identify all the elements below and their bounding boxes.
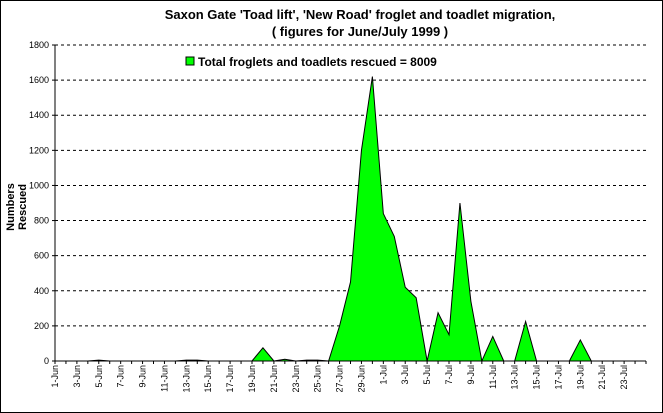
y-tick-label: 1600 — [29, 75, 49, 85]
x-tick-label: 21-Jun — [269, 365, 279, 393]
x-tick-label: 5-Jun — [94, 365, 104, 388]
y-tick-label: 200 — [34, 321, 49, 331]
x-tick-label: 1-Jul — [378, 365, 388, 385]
x-tick-label: 3-Jul — [400, 365, 410, 385]
x-tick-label: 27-Jun — [335, 365, 345, 393]
series-area-fill — [55, 76, 636, 363]
legend-label: Total froglets and toadlets rescued = 80… — [198, 55, 437, 69]
x-tick-label: 19-Jun — [247, 365, 257, 393]
x-tick-label: 15-Jun — [203, 365, 213, 393]
y-tick-label: 1200 — [29, 145, 49, 155]
x-tick-label: 29-Jun — [356, 365, 366, 393]
x-tick-label: 17-Jul — [553, 365, 563, 390]
x-tick-label: 11-Jun — [159, 365, 169, 392]
y-tick-label: 1000 — [29, 180, 49, 190]
y-tick-label: 1800 — [29, 40, 49, 50]
x-tick-label: 23-Jun — [291, 365, 301, 393]
x-tick-label: 11-Jul — [488, 365, 498, 389]
x-tick-label: 17-Jun — [225, 365, 235, 393]
x-tick-label: 5-Jul — [422, 365, 432, 385]
x-tick-label: 21-Jul — [597, 365, 607, 390]
x-tick-label: 15-Jul — [532, 365, 542, 390]
x-tick-label: 7-Jul — [444, 365, 454, 385]
legend: Total froglets and toadlets rescued = 80… — [185, 55, 437, 69]
x-tick-label: 13-Jun — [181, 365, 191, 393]
y-tick-label: 600 — [34, 251, 49, 261]
x-tick-label: 13-Jul — [510, 365, 520, 390]
y-tick-label: 0 — [44, 356, 49, 366]
chart-title: Saxon Gate 'Toad lift', 'New Road' frogl… — [164, 7, 556, 22]
x-tick-label: 9-Jul — [466, 365, 476, 385]
x-tick-label: 3-Jun — [72, 365, 82, 388]
chart-subtitle: ( figures for June/July 1999 ) — [271, 24, 449, 39]
y-tick-label: 800 — [34, 216, 49, 226]
x-tick-label: 25-Jun — [313, 365, 323, 393]
y-tick-label: 400 — [34, 286, 49, 296]
y-tick-labels: 0 200 400 600 800 1000 1200 1400 1600 1800 — [29, 40, 55, 366]
y-tick-label: 1400 — [29, 110, 49, 120]
series-area — [55, 76, 636, 363]
x-tick-label: 19-Jul — [575, 365, 585, 390]
x-tick-label: 1-Jun — [50, 365, 60, 388]
x-tick-label: 7-Jun — [116, 365, 126, 388]
x-tick-labels: 1-Jun 3-Jun 5-Jun 7-Jun 9-Jun 11-Jun 13-Jun 15-… — [50, 361, 647, 393]
legend-swatch — [185, 56, 195, 66]
x-tick-label: 9-Jun — [138, 365, 148, 388]
x-tick-label: 23-Jul — [619, 365, 629, 390]
